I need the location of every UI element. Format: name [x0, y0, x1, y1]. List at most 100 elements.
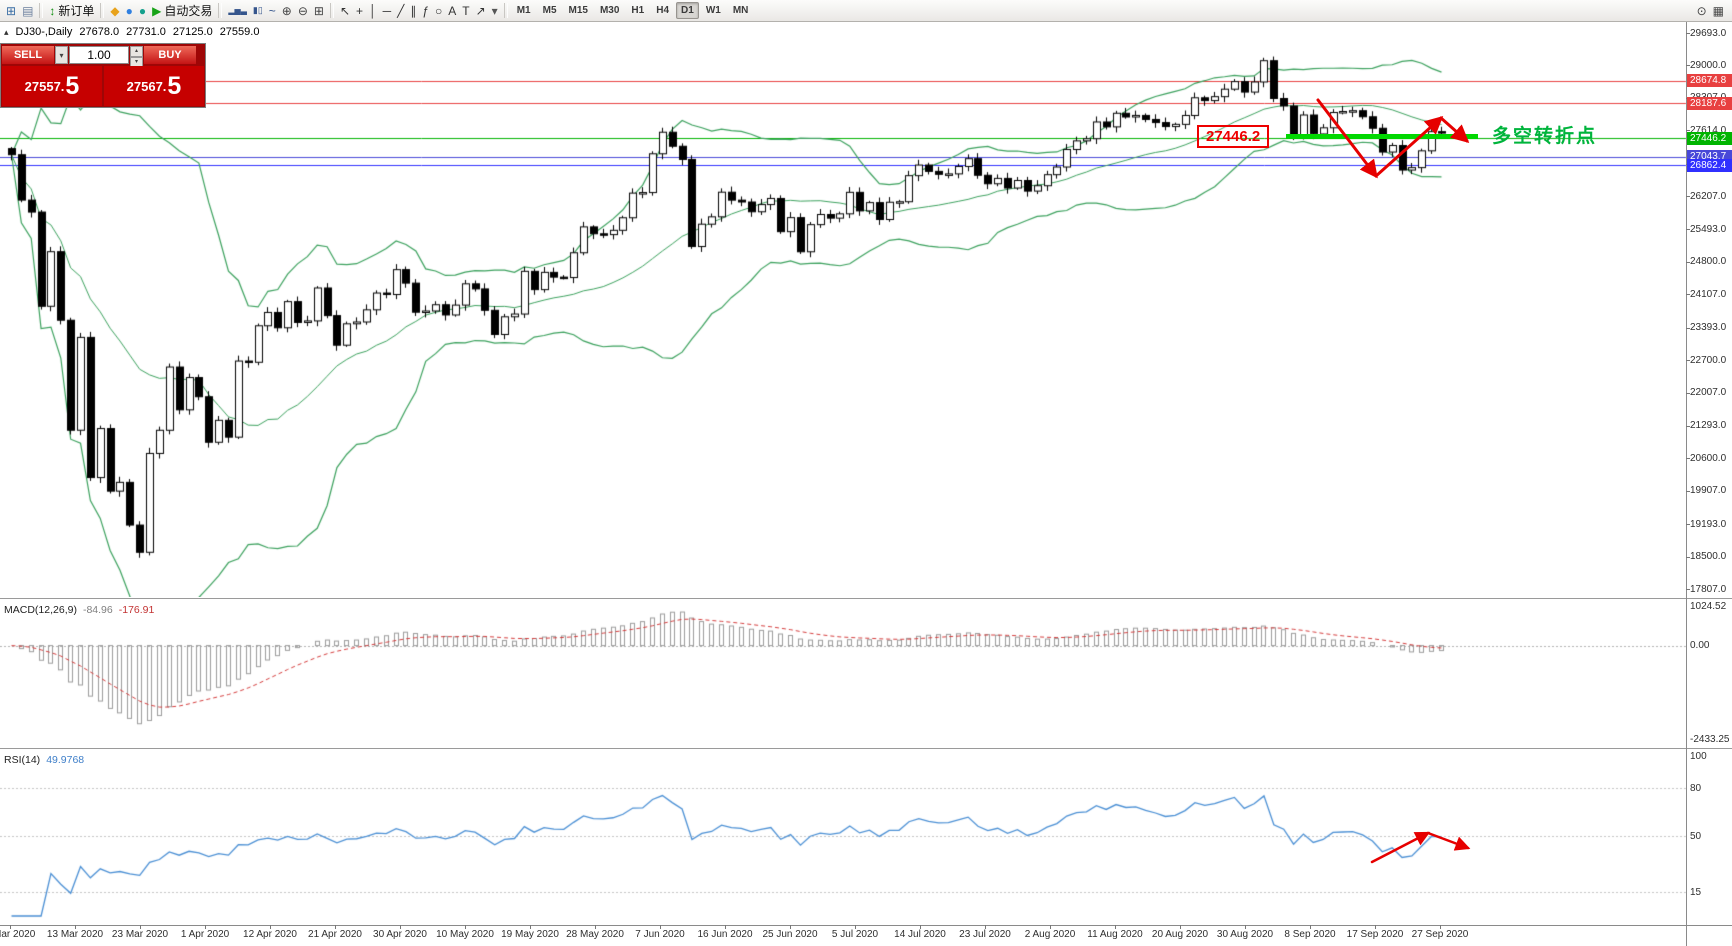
volume-input[interactable]: [69, 46, 129, 64]
timeframe-m1[interactable]: M1: [516, 5, 531, 16]
turning-point-line[interactable]: [1286, 134, 1478, 139]
sell-price[interactable]: 27557. 5: [2, 66, 102, 106]
shapes-button[interactable]: ○: [432, 2, 445, 20]
macd-signal-value: -176.91: [118, 604, 155, 616]
new-window-button[interactable]: ▦: [1710, 2, 1727, 20]
cursor-button[interactable]: ↖: [337, 2, 353, 20]
fibonacci-icon: ƒ: [422, 3, 429, 18]
profiles-button[interactable]: ▤: [19, 2, 36, 20]
sell-price-main: 27557.: [24, 78, 65, 94]
date-axis-label: 10 May 2020: [436, 929, 494, 940]
rsi-pane-canvas[interactable]: [0, 750, 1732, 925]
line-chart-button[interactable]: ~: [266, 2, 279, 20]
timeframe-m5[interactable]: M5: [542, 5, 557, 16]
tile-windows-button[interactable]: ⊞: [311, 2, 327, 20]
macd-name: MACD(12,26,9): [4, 604, 77, 616]
line-chart-icon: ~: [268, 3, 276, 18]
main-toolbar: ⊞ ▤ ↕ 新订单 ◆ ● ● ▶ 自动交易 ▂▅▃ ▮▯ ~ ⊕ ⊖ ⊞ ↖ + │ ─ ╱ ∥ ƒ ○ A T ↗ ▾ M1 M5 M…: [0, 0, 1732, 22]
date-axis-label: 2 Aug 2020: [1024, 929, 1076, 940]
text-button[interactable]: A: [445, 2, 459, 20]
date-axis-label: 13 Mar 2020: [46, 929, 104, 940]
price-chart-canvas[interactable]: [0, 22, 1732, 597]
trendline-icon: ╱: [397, 3, 405, 18]
pane-divider[interactable]: [0, 598, 1732, 599]
chart-window: 29693.0 29000.0 28307.0 27614.0 26900.0 26207…: [0, 22, 1732, 946]
search-button[interactable]: ⊙: [1694, 2, 1710, 20]
sell-button[interactable]: SELL: [2, 46, 54, 64]
date-axis-label: 23 Mar 2020: [111, 929, 169, 940]
zoom-in-button[interactable]: ⊕: [279, 2, 295, 20]
date-axis-label: 30 Apr 2020: [373, 929, 427, 940]
signals-icon: ●: [138, 3, 147, 18]
date-axis-label: 11 Aug 2020: [1087, 929, 1143, 940]
metaeditor-button[interactable]: ◆: [107, 2, 122, 20]
one-click-toggle-icon[interactable]: ▴: [4, 26, 9, 37]
metaeditor-icon: ◆: [110, 3, 120, 18]
timeframe-h4[interactable]: H4: [656, 5, 670, 16]
volume-up-button[interactable]: ▴: [130, 46, 143, 57]
vertical-line-icon: │: [369, 3, 377, 18]
price-annotation-box[interactable]: 27446.2: [1197, 125, 1270, 148]
channel-icon: ∥: [410, 3, 417, 18]
cursor-icon: ↖: [339, 3, 351, 18]
date-axis-label: 14 Jul 2020: [894, 929, 946, 940]
date-axis-label: 19 May 2020: [501, 929, 559, 940]
horizontal-line-icon: ─: [382, 3, 392, 18]
turning-point-label[interactable]: 多空转折点: [1492, 126, 1598, 147]
buy-price[interactable]: 27567. 5: [104, 66, 204, 106]
new-window-icon: ▦: [1712, 4, 1724, 18]
buy-button[interactable]: BUY: [144, 46, 196, 64]
timeframe-mn[interactable]: MN: [732, 5, 749, 16]
time-axis-line: [0, 925, 1732, 926]
rsi-value: 49.9768: [46, 754, 85, 766]
search-icon: ⊙: [1696, 4, 1707, 18]
toolbar-separator: [218, 3, 223, 18]
toolbar-right-icons: ⊙ ▦: [1694, 1, 1727, 21]
timeframe-h1[interactable]: H1: [631, 5, 645, 16]
new-order-button[interactable]: ↕ 新订单: [46, 2, 97, 20]
date-axis-label: 16 Jun 2020: [697, 929, 753, 940]
timeframe-m15[interactable]: M15: [568, 5, 588, 16]
rsi-indicator-label: RSI(14) 49.9768: [4, 754, 84, 766]
objects-dropdown-button[interactable]: ▾: [489, 2, 501, 20]
macd-pane-canvas[interactable]: [0, 600, 1732, 748]
autotrading-button-label: 自动交易: [164, 4, 213, 18]
channel-button[interactable]: ∥: [407, 2, 419, 20]
horizontal-line-button[interactable]: ─: [380, 2, 395, 20]
autotrading-button[interactable]: ▶ 自动交易: [149, 2, 215, 20]
pane-divider[interactable]: [0, 748, 1732, 749]
crosshair-button[interactable]: +: [353, 2, 366, 20]
toolbar-separator: [503, 3, 508, 18]
timeframe-w1[interactable]: W1: [705, 5, 721, 16]
date-axis-label: 8 Sep 2020: [1284, 929, 1336, 940]
candlestick-button[interactable]: ▮▯: [250, 2, 266, 20]
bar-chart-button[interactable]: ▂▅▃: [225, 2, 249, 20]
arrows-icon: ↗: [475, 3, 486, 18]
date-axis-label: 7 Jun 2020: [635, 929, 685, 940]
toolbar-separator: [100, 3, 105, 18]
timeframe-d1[interactable]: D1: [676, 2, 699, 19]
toolbar-separator: [39, 3, 44, 18]
volume-stepper: ▴ ▾: [130, 46, 143, 68]
date-axis-label: 1 Apr 2020: [180, 929, 230, 940]
date-axis-label: 27 Sep 2020: [1411, 929, 1469, 940]
label-icon: T: [462, 3, 470, 18]
timeframe-m30[interactable]: M30: [599, 5, 620, 16]
signals-button[interactable]: ●: [136, 2, 149, 20]
arrows-button[interactable]: ↗: [473, 2, 489, 20]
market-button[interactable]: ●: [123, 2, 136, 20]
trendline-button[interactable]: ╱: [394, 2, 407, 20]
high-value: 27731.0: [126, 26, 166, 38]
low-value: 27125.0: [172, 26, 213, 38]
vertical-line-button[interactable]: │: [366, 2, 380, 20]
new-chart-button[interactable]: ⊞: [3, 2, 19, 20]
label-button[interactable]: T: [459, 2, 472, 20]
toolbar-separator: [329, 3, 334, 18]
zoom-out-button[interactable]: ⊖: [295, 2, 311, 20]
fibonacci-button[interactable]: ƒ: [419, 2, 432, 20]
tile-windows-icon: ⊞: [313, 3, 324, 18]
order-options-dropdown[interactable]: ▾: [55, 46, 68, 64]
sell-price-pips: 5: [65, 71, 80, 100]
price-axis-line: [1686, 22, 1687, 946]
buy-price-pips: 5: [167, 71, 182, 100]
